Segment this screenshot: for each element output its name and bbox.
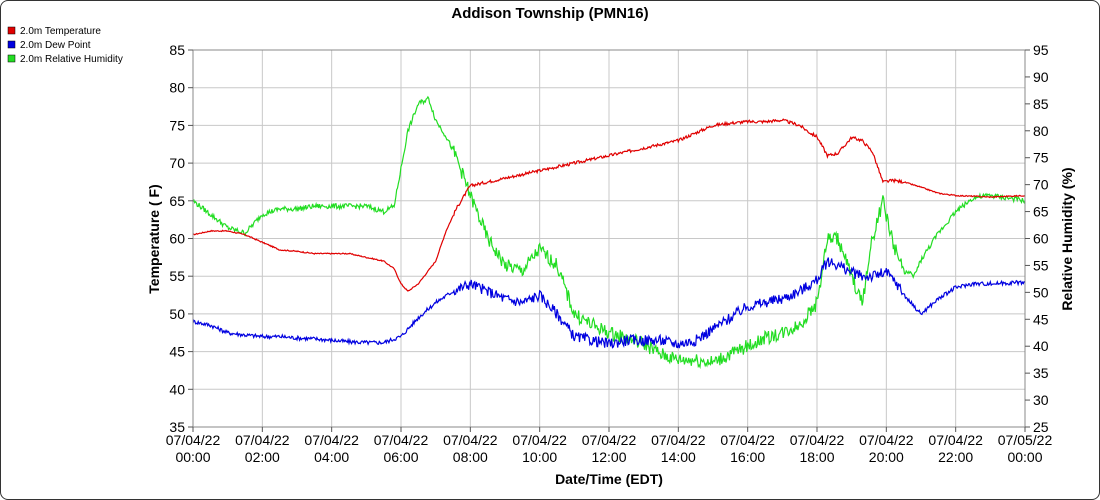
y2-axis-title: Relative Humidity (%)	[1059, 167, 1075, 310]
x-tick-time: 14:00	[661, 449, 696, 465]
x-axis: 07/04/2200:0007/04/2202:0007/04/2204:000…	[166, 427, 1053, 465]
y2-tick-label: 45	[1033, 311, 1049, 327]
x-tick-date: 07/05/22	[998, 432, 1053, 448]
y-tick-label: 50	[169, 306, 185, 322]
x-tick-date: 07/04/22	[304, 432, 359, 448]
legend-swatch	[7, 40, 16, 49]
y2-tick-label: 25	[1033, 419, 1049, 435]
y2-tick-label: 50	[1033, 284, 1049, 300]
x-tick-time: 00:00	[1007, 449, 1042, 465]
y-tick-label: 60	[169, 231, 185, 247]
y-tick-label: 70	[169, 155, 185, 171]
x-tick-time: 08:00	[453, 449, 488, 465]
y-tick-label: 45	[169, 344, 185, 360]
x-tick-time: 12:00	[591, 449, 626, 465]
y-tick-label: 35	[169, 419, 185, 435]
y-axis-left: 35 40 45 50 55 60 65 70 75 80 85	[169, 42, 193, 435]
grid	[192, 49, 1026, 428]
x-tick-date: 07/04/22	[928, 432, 983, 448]
y-tick-label: 85	[169, 42, 185, 58]
series-layer	[192, 95, 1026, 370]
y2-tick-label: 35	[1033, 365, 1049, 381]
y2-tick-label: 75	[1033, 150, 1049, 166]
x-tick-time: 16:00	[730, 449, 765, 465]
x-axis-title: Date/Time (EDT)	[555, 471, 663, 487]
y2-tick-label: 60	[1033, 231, 1049, 247]
x-tick-time: 22:00	[938, 449, 973, 465]
x-tick-date: 07/04/22	[166, 432, 221, 448]
legend-swatch	[7, 26, 16, 35]
y2-tick-label: 90	[1033, 69, 1049, 85]
y2-tick-label: 80	[1033, 123, 1049, 139]
x-tick-date: 07/04/22	[443, 432, 498, 448]
y2-tick-label: 30	[1033, 392, 1049, 408]
x-tick-date: 07/04/22	[720, 432, 775, 448]
legend: 2.0m Temperature 2.0m Dew Point 2.0m Relat…	[7, 26, 123, 65]
x-tick-time: 18:00	[799, 449, 834, 465]
y-axis-title: Temperature ( F)	[146, 184, 162, 293]
x-tick-time: 10:00	[522, 449, 557, 465]
y2-tick-label: 95	[1033, 42, 1049, 58]
x-tick-date: 07/04/22	[651, 432, 706, 448]
y2-tick-label: 55	[1033, 257, 1049, 273]
y-tick-label: 65	[169, 193, 185, 209]
y2-tick-label: 40	[1033, 338, 1049, 354]
legend-label: 2.0m Temperature	[20, 26, 101, 37]
y2-tick-label: 65	[1033, 204, 1049, 220]
x-tick-time: 06:00	[383, 449, 418, 465]
y-tick-label: 80	[169, 80, 185, 96]
series-line-2-0m-dew-point	[192, 257, 1026, 349]
x-tick-date: 07/04/22	[512, 432, 567, 448]
y-tick-label: 75	[169, 117, 185, 133]
legend-swatch	[7, 54, 16, 63]
x-tick-date: 07/04/22	[859, 432, 914, 448]
x-tick-time: 04:00	[314, 449, 349, 465]
y2-tick-label: 70	[1033, 177, 1049, 193]
x-tick-date: 07/04/22	[790, 432, 845, 448]
y-tick-label: 55	[169, 268, 185, 284]
legend-label: 2.0m Dew Point	[20, 40, 91, 51]
x-tick-date: 07/04/22	[374, 432, 429, 448]
x-tick-time: 20:00	[869, 449, 904, 465]
series-line-2-0m-temperature	[192, 118, 1026, 292]
x-tick-time: 00:00	[175, 449, 210, 465]
x-tick-date: 07/04/22	[235, 432, 290, 448]
x-tick-time: 02:00	[245, 449, 280, 465]
y-tick-label: 40	[169, 381, 185, 397]
x-tick-date: 07/04/22	[582, 432, 637, 448]
series-line-2-0m-relative-humidity	[192, 95, 1026, 370]
legend-label: 2.0m Relative Humidity	[20, 54, 123, 65]
y2-tick-label: 85	[1033, 96, 1049, 112]
chart-title: Addison Township (PMN16)	[451, 5, 648, 22]
y-axis-right: 25 30 35 40 45 50 55 60 65 70 75 80 85 90 95	[1025, 42, 1049, 435]
